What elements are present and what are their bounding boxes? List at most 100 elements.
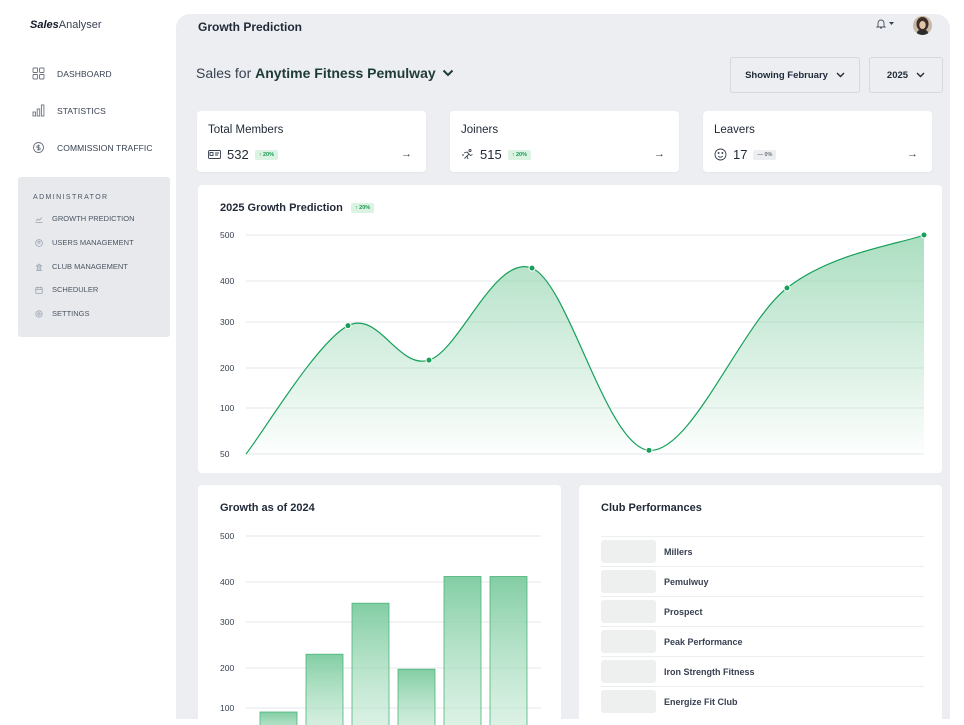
month-filter-label: Showing February: [745, 69, 828, 81]
admin-item-scheduler[interactable]: SCHEDULER: [35, 285, 98, 294]
nav-item-label: STATISTICS: [57, 105, 106, 116]
club-row[interactable]: Millers: [601, 536, 924, 566]
main-area: Growth Prediction Sales for Anytime Fitn…: [176, 14, 950, 725]
bar[interactable]: [397, 668, 436, 725]
bar[interactable]: [351, 602, 390, 725]
data-point[interactable]: [528, 264, 536, 272]
y-tick-label: 300: [220, 617, 234, 627]
club-selector[interactable]: Sales for Anytime Fitness Pemulway: [196, 65, 454, 81]
bar[interactable]: [489, 576, 528, 725]
panel-title-text: 2025 Growth Prediction: [220, 202, 343, 214]
y-tick-label: 200: [220, 663, 234, 673]
stat-label: Total Members: [208, 124, 284, 136]
club-row[interactable]: Iron Strength Fitness: [601, 656, 924, 686]
gear-icon: [35, 309, 43, 318]
data-point[interactable]: [645, 446, 653, 454]
admin-item-label: GROWTH PREDICTION: [52, 214, 135, 223]
user-circle-icon: [35, 238, 43, 247]
sidebar: SalesAnalyser DASHBOARD STATISTICS COMMI…: [0, 0, 176, 719]
stat-card-joiners[interactable]: Joiners 515 ↑ 20% →: [450, 111, 679, 172]
club-logo: [601, 600, 656, 623]
y-tick-label: 100: [220, 703, 234, 713]
bar-chart-icon: [32, 104, 45, 117]
data-point[interactable]: [783, 284, 791, 292]
club-row[interactable]: Peak Performance: [601, 626, 924, 656]
club-logo: [601, 690, 656, 713]
club-name: Peak Performance: [664, 636, 743, 647]
y-tick-label: 500: [220, 531, 234, 541]
club-name: Anytime Fitness Pemulway: [255, 65, 436, 81]
data-point[interactable]: [920, 231, 928, 239]
stat-card-leavers[interactable]: Leavers 17 — 0% →: [703, 111, 932, 172]
growth-2024-panel: Growth as of 2024 100 200 300 400 500: [198, 485, 561, 725]
arrow-right-icon: →: [907, 148, 918, 160]
admin-item-club-management[interactable]: CLUB MANAGEMENT: [35, 262, 128, 271]
stat-label: Joiners: [461, 124, 499, 136]
nav-item-commission-traffic[interactable]: COMMISSION TRAFFIC: [32, 141, 153, 154]
club-name: Iron Strength Fitness: [664, 666, 755, 677]
sales-prefix: Sales for: [196, 65, 256, 81]
club-name: Prospect: [664, 606, 703, 617]
growth-prediction-panel: 2025 Growth Prediction ↑ 20% 50 100 200 300…: [198, 185, 942, 473]
bar[interactable]: [305, 653, 344, 725]
y-tick-label: 400: [220, 276, 234, 286]
chevron-down-icon: [442, 69, 453, 77]
data-point[interactable]: [425, 356, 433, 364]
id-card-icon: [208, 150, 221, 159]
calendar-icon: [35, 286, 43, 294]
admin-item-growth-prediction[interactable]: GROWTH PREDICTION: [35, 214, 135, 223]
avatar[interactable]: [913, 16, 932, 35]
trend-badge: ↑ 20%: [254, 149, 278, 160]
club-logo: [601, 540, 656, 563]
notifications-button[interactable]: [876, 18, 894, 29]
year-filter-label: 2025: [886, 69, 909, 81]
admin-item-label: CLUB MANAGEMENT: [52, 262, 128, 271]
growth-prediction-title: 2025 Growth Prediction ↑ 20%: [220, 202, 375, 214]
chevron-down-icon: [916, 72, 925, 78]
smile-icon: [714, 148, 727, 161]
club-row[interactable]: Pemulwuy: [601, 566, 924, 596]
club-name: Energize Fit Club: [664, 696, 738, 707]
nav-item-dashboard[interactable]: DASHBOARD: [32, 67, 112, 80]
club-performances-panel: Club Performances Millers Pemulwuy Prospec…: [579, 485, 942, 725]
stat-card-total-members[interactable]: Total Members 532 ↑ 20% →: [197, 111, 426, 172]
stat-value: 532: [227, 147, 249, 162]
club-name: Millers: [664, 546, 693, 557]
club-row[interactable]: Energize Fit Club: [601, 686, 924, 716]
y-tick-label: 400: [220, 577, 234, 587]
arrow-right-icon: →: [401, 148, 412, 160]
club-logo: [601, 570, 656, 593]
nav-item-label: COMMISSION TRAFFIC: [57, 142, 153, 153]
brand-logo[interactable]: SalesAnalyser: [30, 19, 102, 31]
year-filter-dropdown[interactable]: 2025: [869, 57, 943, 93]
bell-icon: [876, 19, 886, 29]
growth-2024-title: Growth as of 2024: [220, 502, 315, 514]
stat-label: Leavers: [714, 124, 755, 136]
admin-item-label: SCHEDULER: [52, 285, 99, 294]
admin-item-settings[interactable]: SETTINGS: [35, 309, 90, 318]
trend-icon: [35, 216, 43, 223]
arrow-right-icon: →: [654, 148, 665, 160]
building-icon: [35, 262, 43, 271]
topbar: Growth Prediction: [176, 14, 950, 44]
data-point[interactable]: [344, 322, 352, 330]
y-tick-label: 300: [220, 317, 234, 327]
stat-value: 17: [733, 147, 748, 162]
area-fill: [246, 235, 924, 454]
admin-title: ADMINISTRATOR: [33, 194, 109, 201]
nav-item-statistics[interactable]: STATISTICS: [32, 104, 106, 117]
bar[interactable]: [443, 576, 482, 725]
caret-down-icon: [889, 21, 894, 25]
month-filter-dropdown[interactable]: Showing February: [730, 57, 860, 93]
y-tick-label: 200: [220, 363, 234, 373]
club-row[interactable]: Prospect: [601, 596, 924, 626]
club-performances-title: Club Performances: [601, 502, 702, 514]
trend-badge: ↑ 20%: [507, 149, 531, 160]
runner-icon: [462, 149, 473, 160]
growth-2024-chart: 100 200 300 400 500: [220, 531, 541, 725]
nav-item-label: DASHBOARD: [57, 68, 112, 79]
admin-item-users-management[interactable]: USERS MANAGEMENT: [35, 238, 134, 247]
club-logo: [601, 630, 656, 653]
admin-item-label: SETTINGS: [52, 309, 90, 318]
y-tick-label: 50: [220, 449, 230, 459]
